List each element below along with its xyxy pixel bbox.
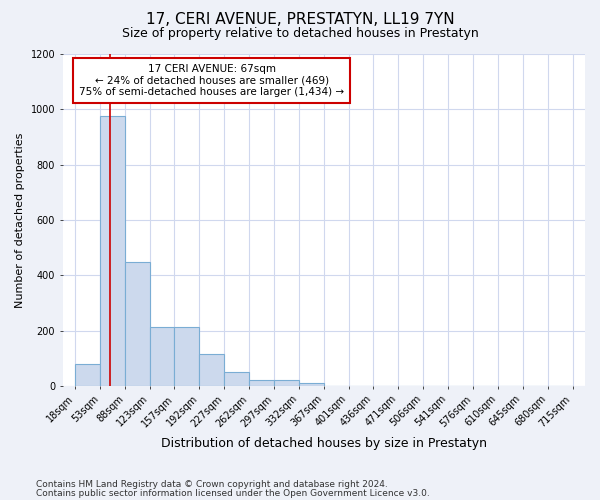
X-axis label: Distribution of detached houses by size in Prestatyn: Distribution of detached houses by size … (161, 437, 487, 450)
Bar (299, 384, 324, 386)
Bar (175, 326, 199, 386)
Bar (125, 262, 150, 386)
Text: 17 CERI AVENUE: 67sqm
← 24% of detached houses are smaller (469)
75% of semi-det: 17 CERI AVENUE: 67sqm ← 24% of detached … (79, 64, 344, 97)
Y-axis label: Number of detached properties: Number of detached properties (15, 132, 25, 308)
Text: 17, CERI AVENUE, PRESTATYN, LL19 7YN: 17, CERI AVENUE, PRESTATYN, LL19 7YN (146, 12, 454, 28)
Bar (150, 326, 175, 386)
Text: Contains public sector information licensed under the Open Government Licence v3: Contains public sector information licen… (36, 488, 430, 498)
Bar (224, 372, 250, 386)
Text: Size of property relative to detached houses in Prestatyn: Size of property relative to detached ho… (122, 28, 478, 40)
Text: Contains HM Land Registry data © Crown copyright and database right 2024.: Contains HM Land Registry data © Crown c… (36, 480, 388, 489)
Bar (199, 354, 224, 386)
Bar (100, 116, 125, 386)
Bar (274, 380, 299, 386)
Bar (76, 364, 100, 386)
Bar (250, 380, 274, 386)
